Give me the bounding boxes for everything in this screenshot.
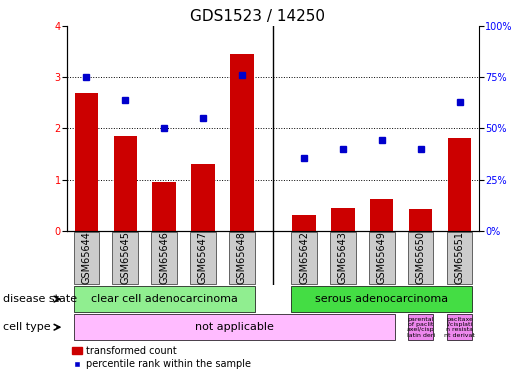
Bar — [448, 138, 471, 231]
Text: cell type: cell type — [3, 322, 50, 332]
Text: GSM65644: GSM65644 — [81, 231, 91, 284]
Bar — [152, 182, 176, 231]
FancyBboxPatch shape — [447, 314, 472, 340]
FancyBboxPatch shape — [190, 232, 216, 284]
Text: GSM65643: GSM65643 — [338, 231, 348, 284]
FancyBboxPatch shape — [369, 232, 394, 284]
FancyBboxPatch shape — [229, 232, 255, 284]
FancyBboxPatch shape — [408, 232, 434, 284]
FancyBboxPatch shape — [408, 314, 434, 340]
Bar — [409, 209, 432, 231]
FancyBboxPatch shape — [151, 232, 177, 284]
Bar — [114, 136, 137, 231]
FancyBboxPatch shape — [330, 232, 356, 284]
Text: pacltaxe
l/cisplati
n resista
nt derivat: pacltaxe l/cisplati n resista nt derivat — [444, 316, 475, 338]
Bar — [370, 199, 393, 231]
FancyBboxPatch shape — [291, 286, 472, 312]
Text: GSM65648: GSM65648 — [237, 231, 247, 284]
Bar — [75, 93, 98, 231]
Text: GSM65645: GSM65645 — [120, 231, 130, 284]
FancyBboxPatch shape — [74, 286, 255, 312]
Text: GSM65647: GSM65647 — [198, 231, 208, 284]
Bar — [192, 164, 215, 231]
FancyBboxPatch shape — [447, 232, 472, 284]
FancyBboxPatch shape — [291, 232, 317, 284]
FancyBboxPatch shape — [74, 314, 394, 340]
FancyBboxPatch shape — [112, 232, 138, 284]
Bar — [230, 54, 253, 231]
Text: serous adenocarcinoma: serous adenocarcinoma — [315, 294, 449, 304]
Legend: transformed count, percentile rank within the sample: transformed count, percentile rank withi… — [72, 346, 251, 369]
Text: disease state: disease state — [3, 294, 77, 304]
FancyBboxPatch shape — [74, 232, 99, 284]
Text: GSM65642: GSM65642 — [299, 231, 309, 284]
Text: not applicable: not applicable — [195, 322, 273, 332]
Bar — [331, 208, 354, 231]
Text: GSM65649: GSM65649 — [377, 231, 387, 284]
Text: GSM65651: GSM65651 — [455, 231, 465, 284]
Text: GSM65650: GSM65650 — [416, 231, 426, 284]
Text: GSM65646: GSM65646 — [159, 231, 169, 284]
Bar — [293, 215, 316, 231]
Text: GDS1523 / 14250: GDS1523 / 14250 — [190, 9, 325, 24]
Text: parental
of paclit
axel/cisp
latin deri: parental of paclit axel/cisp latin deri — [406, 316, 435, 338]
Text: clear cell adenocarcinoma: clear cell adenocarcinoma — [91, 294, 237, 304]
